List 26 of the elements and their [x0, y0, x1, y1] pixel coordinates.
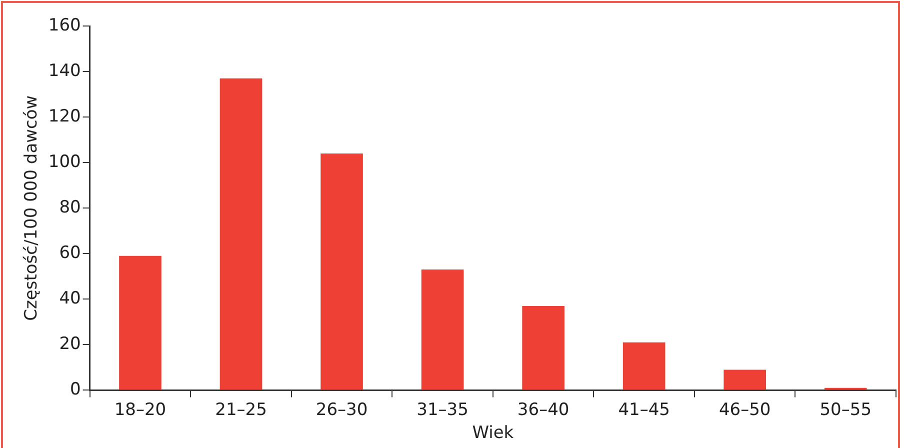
x-tick-label: 36–40	[517, 400, 570, 420]
y-tick-label: 40	[59, 288, 81, 309]
bar	[119, 256, 162, 390]
bar	[724, 370, 766, 390]
bar	[320, 153, 363, 390]
y-tick-label: 0	[70, 380, 81, 400]
x-tick-label: 46–50	[718, 400, 771, 420]
y-tick-label: 20	[59, 334, 81, 354]
x-tick-label: 31–35	[416, 400, 468, 420]
y-axis-title: Częstość/100 000 dawców	[22, 95, 42, 321]
y-tick-label: 80	[59, 198, 81, 218]
y-tick-label: 120	[48, 106, 81, 126]
bar	[421, 270, 464, 390]
bar	[220, 78, 262, 390]
bar	[622, 342, 666, 390]
y-tick-label: 140	[48, 60, 81, 81]
y-tick-label: 100	[48, 152, 81, 172]
x-tick-label: 21–25	[215, 400, 267, 420]
bar	[522, 306, 564, 390]
x-tick-label: 26–30	[316, 400, 368, 420]
x-tick-label: 18–20	[114, 400, 166, 420]
x-tick-label: 41–45	[618, 400, 670, 420]
x-axis-title: Wiek	[472, 423, 514, 444]
x-tick-label: 50–55	[820, 400, 872, 420]
y-tick-label: 160	[48, 15, 81, 36]
y-tick-label: 60	[59, 243, 81, 264]
